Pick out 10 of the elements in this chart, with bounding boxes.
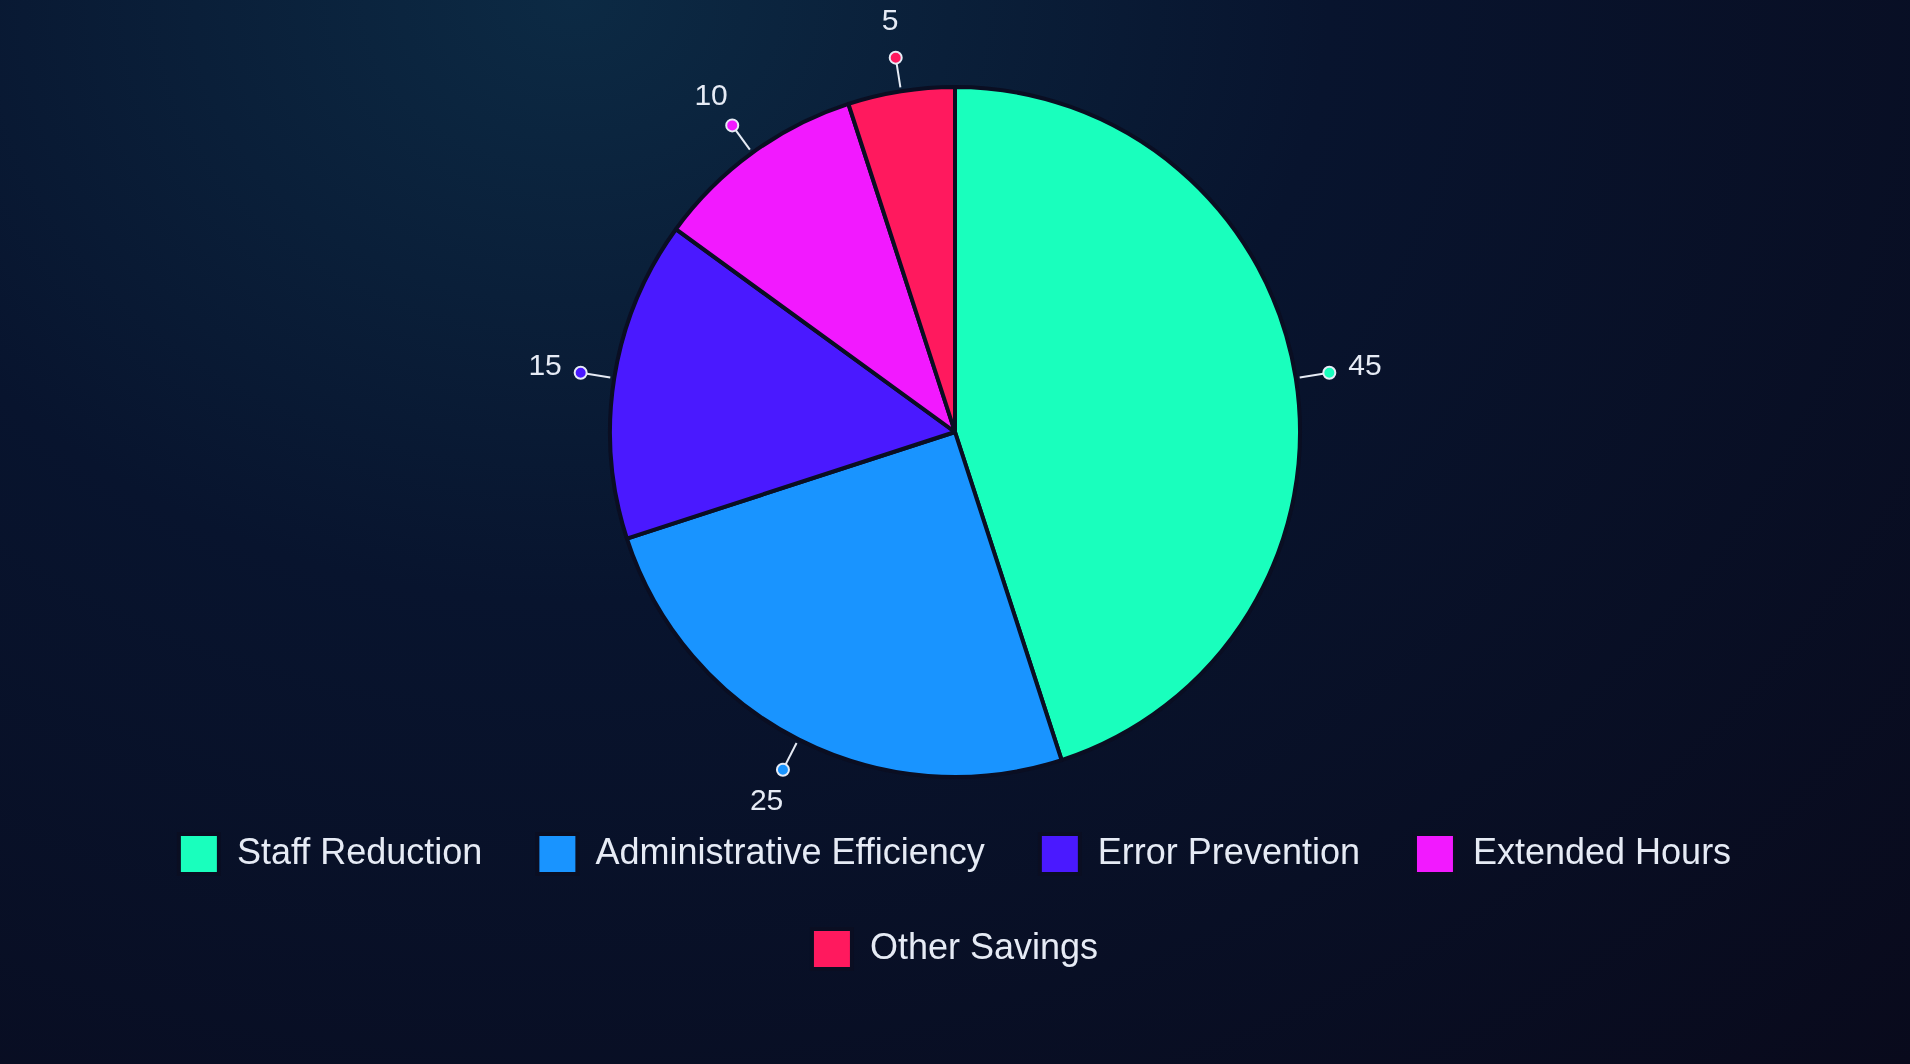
legend-label: Extended Hours xyxy=(1472,830,1732,872)
legend-label: Staff Reduction xyxy=(236,830,483,872)
data-label: 25 xyxy=(749,783,784,817)
data-label: 10 xyxy=(694,77,728,111)
legend-label: Other Savings xyxy=(869,925,1099,967)
legend-label: Administrative Efficiency xyxy=(595,830,985,872)
data-label: 5 xyxy=(881,3,899,37)
data-label: 45 xyxy=(1348,348,1382,382)
legend-label: Error Prevention xyxy=(1097,830,1360,872)
data-label: 15 xyxy=(528,348,562,382)
